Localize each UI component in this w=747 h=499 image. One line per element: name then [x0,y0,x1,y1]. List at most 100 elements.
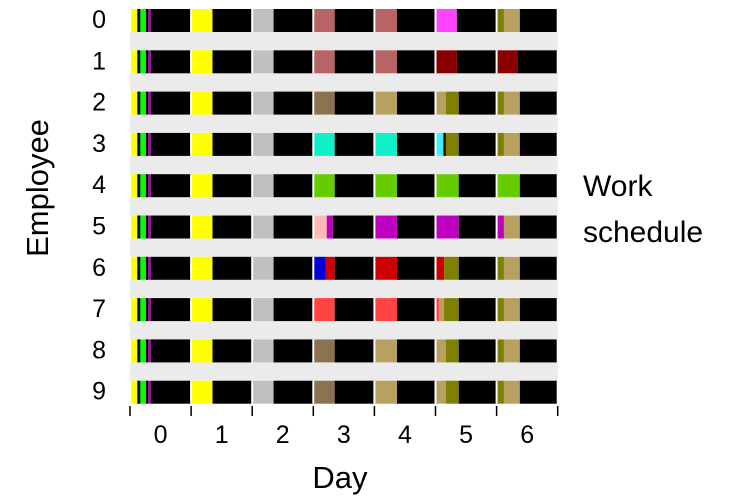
schedule-segment [145,91,149,115]
schedule-segment [145,256,149,280]
schedule-segment [397,298,436,322]
schedule-segment [496,174,520,198]
schedule-segment [191,380,213,404]
day-divider [129,298,131,322]
schedule-segment [313,380,335,404]
schedule-segment [148,174,151,198]
day-divider [251,380,254,404]
schedule-segment [519,256,558,280]
day-divider [190,132,193,156]
schedule-segment [191,174,213,198]
schedule-segment [496,50,518,74]
schedule-segment [148,298,151,322]
schedule-segment [496,339,504,363]
day-divider [373,256,376,280]
schedule-segment [445,380,459,404]
x-tick-label: 4 [398,421,412,449]
schedule-segment [503,91,520,115]
day-divider [495,380,498,404]
day-divider [190,50,193,74]
schedule-segment [252,174,274,198]
day-divider [373,298,376,322]
schedule-segment [458,380,497,404]
schedule-segment [148,50,151,74]
schedule-segment [140,132,146,156]
schedule-segment [397,256,436,280]
schedule-segment [140,9,146,32]
schedule-segment [131,91,138,115]
day-divider [312,380,315,404]
schedule-segment [137,339,141,363]
day-divider [434,9,437,32]
schedule-segment [252,91,274,115]
y-tick-label: 8 [92,336,106,364]
schedule-segment [496,91,504,115]
schedule-segment [496,9,504,32]
schedule-segment [374,298,398,322]
day-divider [556,339,559,363]
schedule-segment [131,9,138,32]
schedule-segment [445,132,459,156]
row-separator-band [130,362,558,381]
schedule-segment [456,9,497,32]
schedule-segment [374,9,398,32]
schedule-segment [148,9,151,32]
schedule-segment [445,339,459,363]
day-divider [434,50,437,74]
schedule-segment [374,256,398,280]
day-divider [251,339,254,363]
schedule-segment [435,339,446,363]
day-divider [129,215,131,239]
day-divider [312,298,315,322]
schedule-segment [397,9,436,32]
day-divider [129,50,131,74]
x-tick-label: 3 [337,421,351,449]
schedule-segment [191,91,213,115]
day-divider [312,132,315,156]
schedule-segment [374,174,398,198]
schedule-segment [435,132,444,156]
day-divider [434,256,437,280]
schedule-segment [150,339,192,363]
schedule-segment [334,339,375,363]
day-divider [495,50,498,74]
day-divider [190,215,193,239]
y-tick-label: 0 [92,6,106,34]
day-divider [373,91,376,115]
schedule-segment [444,256,459,280]
schedule-segment [148,339,151,363]
schedule-segment [140,380,146,404]
day-divider [373,380,376,404]
day-divider [129,91,131,115]
schedule-segment [145,174,149,198]
day-divider [312,256,315,280]
schedule-segment [137,215,141,239]
schedule-segment [313,132,335,156]
schedule-segment [148,91,151,115]
schedule-segment [519,215,558,239]
schedule-segment [374,380,398,404]
row-separator-band [130,155,558,174]
schedule-segment [273,339,314,363]
row-separator-band [130,114,558,133]
schedule-segment [496,215,504,239]
schedule-segment [137,91,141,115]
day-divider [434,380,437,404]
schedule-segment [140,298,146,322]
day-divider [190,9,193,32]
day-divider [129,174,131,198]
schedule-segment [503,215,520,239]
day-divider [556,380,559,404]
x-tick-label: 6 [520,421,534,449]
schedule-segment [191,256,213,280]
schedule-segment [191,50,213,74]
row-separator-band [130,279,558,298]
schedule-segment [334,50,375,74]
day-divider [251,174,254,198]
schedule-segment [137,380,141,404]
schedule-segment [252,9,274,32]
day-divider [251,91,254,115]
day-divider [129,256,131,280]
day-divider [251,215,254,239]
schedule-segment [273,91,314,115]
